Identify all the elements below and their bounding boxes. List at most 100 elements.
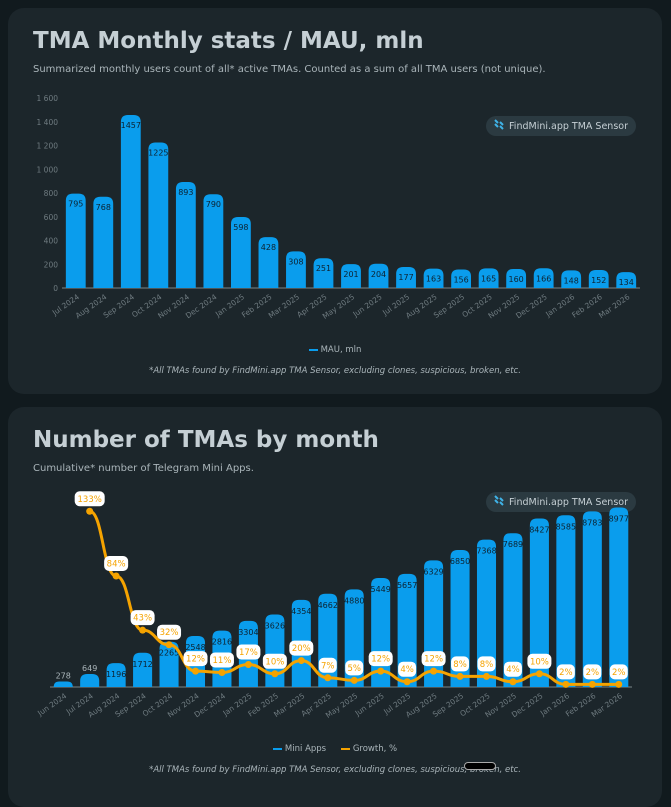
scroll-handle[interactable] <box>464 762 496 770</box>
growth-point <box>403 678 411 686</box>
bar-value-label: 1457 <box>121 121 141 130</box>
bar-value-label: 7689 <box>503 540 523 549</box>
growth-point <box>297 657 305 665</box>
growth-point <box>324 674 332 682</box>
bar-value-label: 6850 <box>450 557 470 566</box>
findmini-logo-icon <box>494 495 505 509</box>
growth-point <box>139 626 147 634</box>
bar <box>503 533 523 687</box>
growth-point <box>86 507 94 515</box>
bar-value-label: 251 <box>316 264 331 273</box>
growth-label: 32% <box>160 628 179 638</box>
bar-value-label: 165 <box>481 274 496 283</box>
growth-point <box>192 667 199 675</box>
bar-value-label: 598 <box>233 223 248 232</box>
bar <box>148 142 169 288</box>
bar <box>120 114 141 288</box>
tma-count-chart-card: Number of TMAs by month Cumulative* numb… <box>8 407 662 807</box>
bar <box>506 269 527 288</box>
growth-label: 4% <box>400 665 414 675</box>
bar-value-label: 4354 <box>291 607 311 616</box>
growth-point <box>377 667 385 675</box>
growth-label-box <box>262 653 287 669</box>
bar-value-label: 4662 <box>318 601 338 610</box>
growth-label: 84% <box>107 560 126 570</box>
growth-label-box <box>398 661 417 677</box>
bar <box>396 266 416 288</box>
growth-label-box <box>289 640 314 656</box>
legend-label: Mini Apps <box>284 744 327 754</box>
growth-point <box>430 667 438 675</box>
y-tick-label: 1 400 <box>37 118 59 127</box>
bar-value-label: 204 <box>371 270 386 279</box>
bar-value-label: 2548 <box>185 643 205 652</box>
bar <box>106 663 126 687</box>
legend-item-mini-apps[interactable]: Mini Apps <box>272 744 327 754</box>
chart-subtitle: Cumulative* number of Telegram Mini Apps… <box>33 463 254 474</box>
chart-subtitle: Summarized monthly users count of all* a… <box>33 64 546 75</box>
y-tick-label: 1 000 <box>37 165 59 174</box>
growth-label-box <box>157 624 182 640</box>
bar-value-label: 5449 <box>371 585 391 594</box>
x-tick-label: Dec 2024 <box>184 292 219 320</box>
y-tick-label: 600 <box>44 213 59 222</box>
bar-value-label: 7368 <box>476 547 496 556</box>
bar-value-label: 148 <box>564 276 579 285</box>
bar <box>368 263 389 288</box>
growth-label: 7% <box>321 661 335 671</box>
growth-label: 12% <box>371 655 390 665</box>
bar-value-label: 1225 <box>148 149 168 158</box>
bar <box>397 573 417 687</box>
bar <box>341 264 361 288</box>
x-tick-label: Dec 2025 <box>514 292 549 320</box>
bar <box>529 518 549 687</box>
source-badge[interactable]: FindMini.app TMA Sensor <box>486 116 636 136</box>
growth-label-box <box>421 651 446 667</box>
source-badge[interactable]: FindMini.app TMA Sensor <box>486 492 636 512</box>
y-tick-label: 1 200 <box>37 142 59 151</box>
bar-value-label: 278 <box>56 671 71 680</box>
growth-label: 5% <box>347 664 361 674</box>
growth-point <box>562 680 570 688</box>
growth-point <box>483 672 490 680</box>
bar <box>53 681 73 687</box>
growth-label-box <box>209 652 234 668</box>
bar-value-label: 3304 <box>238 628 258 637</box>
findmini-logo-icon <box>494 119 505 133</box>
growth-point <box>535 670 543 678</box>
bar-value-label: 160 <box>509 275 524 284</box>
bar-value-label: 2265 <box>159 649 179 658</box>
bar-value-label: 134 <box>619 278 634 287</box>
bar <box>450 550 470 687</box>
bar-value-label: 1196 <box>106 670 126 679</box>
bar-value-label: 177 <box>398 273 413 282</box>
bar <box>582 511 602 687</box>
bar-value-label: 1712 <box>132 660 152 669</box>
bar-value-label: 8783 <box>582 518 602 527</box>
bar-value-label: 308 <box>288 257 303 266</box>
growth-label-box <box>609 664 628 680</box>
bar <box>588 269 609 288</box>
legend-item-mau[interactable]: MAU, mln <box>308 345 362 355</box>
growth-label-box <box>556 664 575 680</box>
legend-item-growth[interactable]: Growth, % <box>340 744 397 754</box>
bar-value-label: 4880 <box>344 596 364 605</box>
bar-value-label: 6329 <box>423 567 443 576</box>
growth-label-box <box>583 664 602 680</box>
growth-label-box <box>183 651 208 667</box>
bar-value-label: 8585 <box>556 522 576 531</box>
growth-point <box>112 572 120 580</box>
badge-label: FindMini.app TMA Sensor <box>509 120 628 132</box>
legend-label: MAU, mln <box>320 345 362 355</box>
bar <box>616 272 637 288</box>
x-tick-label: Mar 2026 <box>597 292 632 320</box>
bar-value-label: 156 <box>453 275 468 284</box>
growth-point <box>350 676 358 684</box>
x-tick-label: Mar 2025 <box>267 292 302 320</box>
growth-label-box <box>104 556 129 571</box>
growth-label: 10% <box>265 657 284 667</box>
y-tick-label: 1 600 <box>37 94 59 103</box>
bar <box>230 216 251 288</box>
growth-point <box>615 680 623 688</box>
growth-label-box <box>130 610 155 626</box>
